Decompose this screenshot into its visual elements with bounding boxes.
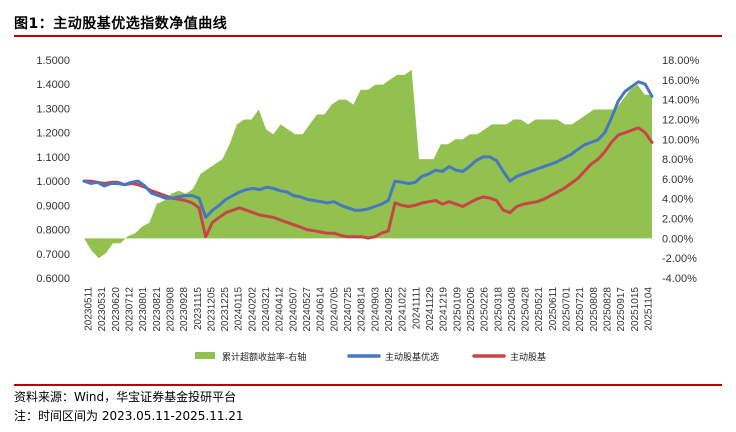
x-axis-tick-label: 20240202 — [247, 287, 258, 332]
x-axis-tick-label: 20240725 — [343, 287, 354, 332]
x-axis-tick-label: 20240527 — [302, 287, 313, 332]
x-axis-tick-label: 20250828 — [603, 287, 614, 332]
left-axis-tick-label: 1.3000 — [36, 103, 70, 115]
x-axis-tick-label: 20230908 — [166, 287, 177, 332]
x-axis-tick-label: 20231115 — [193, 287, 204, 330]
right-axis-tick-label: -2.00% — [662, 253, 697, 265]
x-axis-tick-label: 20250206 — [466, 287, 477, 332]
x-axis-tick-label: 20241219 — [439, 287, 450, 332]
x-axis-tick-label: 20250521 — [534, 287, 545, 332]
x-axis-tick-label: 20241022 — [398, 287, 409, 332]
left-axis-tick-label: 0.6000 — [36, 273, 70, 285]
source-note: 资料来源：Wind，华宝证券基金投研平台 — [14, 390, 237, 404]
x-axis-tick-label: 20240925 — [384, 287, 395, 332]
x-axis-tick-label: 20250701 — [562, 287, 573, 332]
x-axis-tick-label: 20241111 — [411, 287, 422, 330]
selected-fund-line — [82, 80, 654, 219]
right-axis-tick-label: -4.00% — [662, 273, 697, 285]
x-axis-tick-label: 20230620 — [111, 287, 122, 332]
x-axis-tick-label: 20230712 — [125, 287, 136, 332]
right-axis-tick-label: 16.00% — [662, 75, 700, 87]
left-axis-tick-label: 1.1000 — [36, 152, 70, 164]
period-note: 注：时间区间为 2023.05.11-2025.11.21 — [14, 409, 244, 423]
legend-label: 主动股基优选 — [385, 351, 439, 363]
left-axis-tick-label: 0.9000 — [36, 200, 70, 212]
x-axis-tick-label: 20250408 — [507, 287, 518, 332]
x-axis-tick-label: 20250318 — [493, 287, 504, 332]
x-axis-tick-label: 20250721 — [575, 287, 586, 332]
right-axis-tick-label: 8.00% — [662, 154, 693, 166]
x-axis-tick-label: 20240814 — [357, 287, 368, 332]
x-axis-tick-label: 20231225 — [220, 287, 231, 332]
x-axis-tick-label: 20240321 — [261, 287, 272, 332]
legend-label: 累计超额收益率-右轴 — [222, 351, 306, 363]
x-axis-tick-label: 20230821 — [152, 287, 163, 332]
x-axis-tick-label: 20241129 — [425, 287, 436, 331]
legend-label: 主动股基 — [510, 351, 546, 363]
x-axis-tick-label: 20230531 — [97, 287, 108, 332]
right-axis-tick-label: 10.00% — [662, 134, 700, 146]
right-axis-tick-label: 4.00% — [662, 194, 693, 206]
left-axis-tick-label: 1.0000 — [36, 176, 70, 188]
figure-title: 图1：主动股基优选指数净值曲线 — [14, 16, 228, 32]
x-axis-tick-label: 20250226 — [480, 287, 491, 332]
left-axis-tick-label: 0.8000 — [36, 225, 70, 237]
active-fund-line — [82, 126, 654, 240]
x-axis-tick-label: 20240903 — [370, 287, 381, 332]
right-axis-tick-label: 14.00% — [662, 95, 700, 107]
excess-return-area — [84, 69, 652, 259]
right-axis-tick-label: 6.00% — [662, 174, 693, 186]
x-axis-tick-label: 20240507 — [288, 287, 299, 332]
x-axis-tick-label: 20250808 — [589, 287, 600, 332]
x-axis-tick-label: 20250917 — [616, 287, 627, 332]
x-axis-tick-label: 20230928 — [179, 287, 190, 332]
left-axis-tick-label: 1.5000 — [36, 55, 70, 67]
left-axis-tick-label: 1.4000 — [36, 79, 70, 91]
x-axis-tick-label: 20240412 — [275, 287, 286, 332]
left-axis-tick-label: 0.7000 — [36, 249, 70, 261]
legend-excess-swatch — [195, 352, 215, 359]
right-axis-tick-label: 2.00% — [662, 214, 693, 226]
right-axis-tick-label: 18.00% — [662, 55, 700, 67]
x-axis-tick-label: 20250109 — [452, 287, 463, 332]
x-axis-tick-label: 20231205 — [206, 287, 217, 332]
left-axis-tick-label: 1.2000 — [36, 128, 70, 140]
x-axis-tick-label: 20251104 — [644, 287, 655, 331]
x-axis-tick-label: 20230511 — [84, 287, 95, 331]
right-axis-tick-label: 0.00% — [662, 233, 693, 245]
footer-rule — [14, 384, 722, 386]
x-axis-tick-label: 20240115 — [234, 287, 245, 331]
x-axis-tick-label: 20240614 — [316, 287, 327, 332]
nav-chart: 0.6000 0.7000 0.8000 0.9000 1.0000 1.1000 1.20… — [36, 55, 700, 363]
x-axis-tick-label: 20240705 — [329, 287, 340, 332]
x-axis-tick-label: 20250428 — [521, 287, 532, 332]
x-axis-tick-label: 20250611 — [548, 287, 559, 331]
right-axis-tick-label: 12.00% — [662, 115, 700, 127]
header-rule — [14, 35, 722, 37]
x-axis-tick-label: 20230801 — [138, 287, 149, 332]
x-axis-tick-label: 20251015 — [630, 287, 641, 332]
